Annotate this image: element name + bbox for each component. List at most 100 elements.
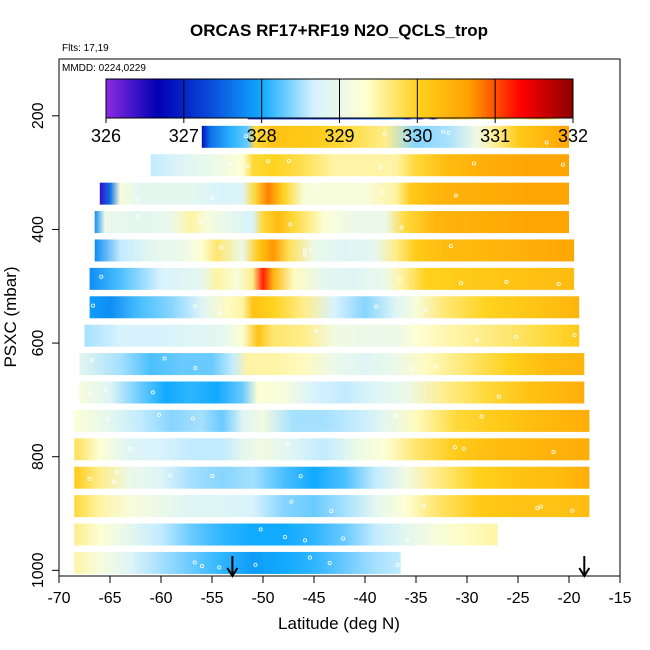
observation-marker	[539, 504, 544, 509]
observation-marker	[217, 565, 222, 570]
observation-marker	[556, 281, 561, 286]
observation-marker	[128, 447, 133, 452]
heatmap-layer	[74, 438, 590, 461]
observation-marker	[298, 474, 303, 479]
observation-marker	[341, 536, 346, 541]
observation-marker	[399, 225, 404, 230]
observation-marker	[99, 274, 104, 279]
observation-marker	[157, 412, 162, 417]
observation-marker	[87, 476, 92, 481]
observation-marker	[514, 334, 519, 339]
heatmap-layer	[150, 154, 570, 177]
x-tick-label: -25	[506, 590, 529, 607]
observation-marker	[285, 441, 290, 446]
x-tick-label: -30	[455, 590, 478, 607]
heatmap-layer	[74, 466, 590, 489]
observation-marker	[448, 244, 453, 249]
observation-marker	[246, 163, 251, 168]
heatmap-layer	[94, 211, 569, 234]
y-tick-label: 1000	[30, 552, 47, 588]
observation-marker	[105, 417, 110, 422]
observation-marker	[244, 134, 249, 139]
observation-marker	[459, 281, 464, 286]
observation-marker	[380, 190, 385, 195]
observation-marker	[374, 304, 379, 309]
observation-marker	[496, 394, 501, 399]
observation-marker	[461, 446, 466, 451]
observation-marker	[452, 445, 457, 450]
observation-marker	[307, 555, 312, 560]
observation-marker	[198, 219, 203, 224]
observation-marker	[535, 506, 540, 511]
x-tick-label: -55	[200, 590, 223, 607]
observation-marker	[227, 162, 232, 167]
observation-marker	[192, 303, 197, 308]
x-tick-label: -15	[608, 590, 631, 607]
observation-marker	[219, 245, 224, 250]
x-tick-label: -35	[404, 590, 427, 607]
y-axis: 200 400 600 800 1000	[30, 102, 60, 588]
observation-marker	[258, 527, 263, 532]
date-label: MMDD: 0224,0229	[62, 63, 146, 74]
y-tick-label: 800	[30, 443, 47, 470]
y-axis-label: PSXC (mbar)	[1, 266, 20, 367]
heatmap-layer	[89, 296, 580, 319]
colorbar-tick-label: 329	[324, 126, 354, 146]
observation-marker	[150, 390, 155, 395]
observation-marker	[441, 129, 446, 134]
x-tick-label: -70	[47, 590, 70, 607]
colorbar-tick-label: 331	[480, 126, 510, 146]
observation-marker	[286, 159, 291, 164]
observation-marker	[192, 560, 197, 565]
observation-marker	[266, 159, 271, 164]
observation-marker	[314, 329, 319, 334]
observation-marker	[446, 130, 451, 135]
chart-title: ORCAS RF17+RF19 N2O_QCLS_trop	[190, 21, 488, 40]
observation-marker	[303, 538, 308, 543]
colorbar-tick-label: 328	[247, 126, 277, 146]
observation-marker	[88, 390, 93, 395]
observation-marker	[479, 414, 484, 419]
x-tick-label: -40	[353, 590, 376, 607]
observation-marker	[423, 308, 428, 313]
observation-marker	[200, 563, 205, 568]
observation-marker	[421, 503, 426, 508]
observation-marker	[395, 562, 400, 567]
observation-marker	[135, 196, 140, 201]
observation-marker	[504, 279, 509, 284]
observation-marker	[397, 277, 402, 282]
observation-marker	[168, 473, 173, 478]
observation-marker	[560, 162, 565, 167]
observation-marker	[471, 161, 476, 166]
colorbar: 326 327 328 329 330 331 332	[91, 78, 588, 146]
heatmap-layers	[74, 97, 590, 574]
observation-marker	[114, 470, 119, 475]
colorbar-ticks: 326 327 328 329 330 331 332	[91, 79, 588, 146]
observation-marker	[89, 357, 94, 362]
heatmap-layer	[79, 353, 585, 376]
observation-marker	[302, 248, 307, 253]
heatmap-layer	[74, 523, 498, 546]
observation-marker	[434, 364, 439, 369]
observation-marker	[393, 413, 398, 418]
y-tick-label: 400	[30, 216, 47, 243]
arrow-head	[578, 567, 591, 578]
observation-marker	[112, 480, 117, 485]
y-tick-label: 200	[30, 102, 47, 129]
observation-marker	[264, 129, 269, 134]
observation-marker	[570, 508, 575, 513]
x-tick-label: -60	[149, 590, 172, 607]
x-axis-label: Latitude (deg N)	[278, 614, 400, 633]
heatmap-layer	[94, 239, 575, 262]
observation-marker	[410, 366, 415, 371]
x-tick-label: -50	[251, 590, 274, 607]
observation-marker	[378, 165, 383, 170]
observation-marker	[544, 140, 549, 145]
colorbar-tick-label: 327	[169, 126, 199, 146]
observation-marker	[209, 196, 214, 201]
observation-marker	[329, 508, 334, 513]
heatmap-layer	[74, 409, 590, 432]
colorbar-tick-label: 326	[91, 126, 121, 146]
x-tick-label: -20	[557, 590, 580, 607]
